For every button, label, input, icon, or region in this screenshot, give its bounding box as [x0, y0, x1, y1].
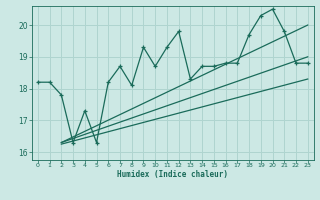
X-axis label: Humidex (Indice chaleur): Humidex (Indice chaleur): [117, 170, 228, 179]
